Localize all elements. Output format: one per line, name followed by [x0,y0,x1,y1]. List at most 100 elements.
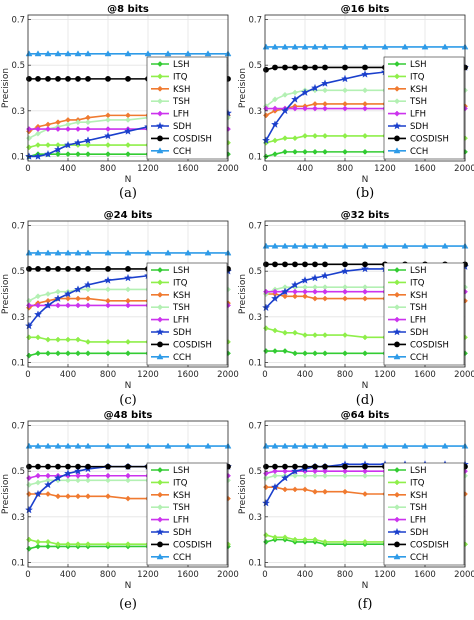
data-point-lsh [105,350,111,357]
x-tick-label: 1200 [137,570,159,580]
y-axis-label: Precision [1,68,11,108]
data-point-lsh [55,350,61,357]
data-point-sdh [25,321,33,330]
legend-label-ksh: KSH [173,491,190,501]
data-point-cch [204,249,212,256]
x-tick-label: 2000 [217,370,239,380]
data-point-itq [105,338,111,345]
data-point-sdh [291,467,299,475]
data-point-itq [322,538,328,545]
data-point-tsh [85,477,91,484]
data-point-itq [75,336,81,343]
data-point-itq [282,534,288,541]
data-point-ksh [342,295,348,302]
legend-marker-lfh [157,110,163,117]
x-tick-label: 1200 [374,570,396,580]
data-point-lfh [45,472,51,479]
data-point-cch [262,242,270,249]
x-axis-label: N [125,175,132,185]
subplot-5: @48 bits 0 400 800 1200 1600 2000 0.1 0.3 0.5 0.7 N… [1,410,239,612]
data-point-cosdish [55,75,61,82]
data-point-cosdish [342,64,348,71]
data-point-cch [84,249,92,256]
data-point-cosdish [75,75,81,82]
data-point-ksh [85,295,91,302]
data-point-cch [321,43,329,50]
legend: LSH ITQ KSH TSH LFH SDH COSDISH CCH [383,462,465,566]
data-point-lfh [85,302,91,309]
data-point-lsh [342,148,348,155]
data-point-tsh [105,477,111,484]
data-point-cosdish [65,463,71,470]
data-point-itq [75,541,81,548]
data-point-cch [262,442,270,449]
data-point-cch [311,442,319,449]
data-point-ksh [85,493,91,500]
legend-marker-lsh [394,467,400,473]
legend-marker-tsh [157,98,163,105]
data-point-cch [144,249,152,256]
data-point-cch [291,242,299,249]
legend-marker-lsh [394,61,400,67]
data-point-cch [321,242,329,249]
legend-marker-cosdish [157,541,163,548]
data-point-sdh [321,271,329,280]
data-point-tsh [292,472,298,479]
y-tick-label: 0.7 [248,222,262,232]
data-point-cch [64,442,72,449]
data-point-lsh [35,350,41,357]
data-point-tsh [292,89,298,96]
legend-marker-itq [394,279,400,286]
legend-label-cch: CCH [410,553,428,563]
data-point-lsh [45,543,51,550]
y-tick-label: 0.1 [11,152,25,162]
data-point-cch [321,442,329,449]
data-point-lfh [35,472,41,479]
data-point-cosdish [282,463,288,470]
data-point-lsh [75,151,81,158]
y-tick-label: 0.5 [11,467,25,477]
legend-label-cch: CCH [173,147,191,157]
legend-marker-ksh [157,291,163,298]
data-point-itq [105,142,111,148]
data-point-itq [342,132,348,139]
legend-label-itq: ITQ [173,478,188,488]
y-tick-label: 0.5 [248,267,262,277]
data-point-cch [381,43,389,50]
data-point-tsh [85,119,91,126]
data-point-lsh [292,350,298,357]
data-point-lfh [125,302,131,309]
legend-marker-cosdish [394,541,400,548]
data-point-sdh [54,473,62,482]
data-point-sdh [34,152,42,160]
data-point-cch [401,43,409,50]
data-point-sdh [291,280,299,289]
data-point-cch [74,249,82,256]
data-point-cch [34,249,42,256]
data-point-lsh [362,148,368,155]
legend-marker-sdh [156,121,164,130]
data-point-sdh [341,267,349,275]
data-point-sdh [311,273,319,282]
data-point-itq [302,132,308,139]
y-tick-label: 0.3 [248,513,262,523]
data-point-sdh [84,136,92,144]
legend-label-cosdish: COSDISH [173,340,212,350]
data-point-cch [401,242,409,249]
data-point-lsh [272,348,278,354]
legend-marker-tsh [394,98,400,105]
data-point-lsh [125,151,131,158]
data-point-ksh [292,293,298,300]
data-point-sdh [64,469,72,477]
legend-marker-cch [393,353,401,360]
data-point-itq [35,142,41,148]
y-tick-label: 0.1 [248,358,262,368]
data-point-cosdish [26,266,32,272]
data-point-itq [35,334,41,341]
legend-marker-itq [157,73,163,80]
data-point-tsh [282,91,288,98]
data-point-itq [292,329,298,336]
legend-label-tsh: TSH [172,303,190,313]
data-point-lfh [85,126,91,133]
data-point-lfh [322,105,328,112]
